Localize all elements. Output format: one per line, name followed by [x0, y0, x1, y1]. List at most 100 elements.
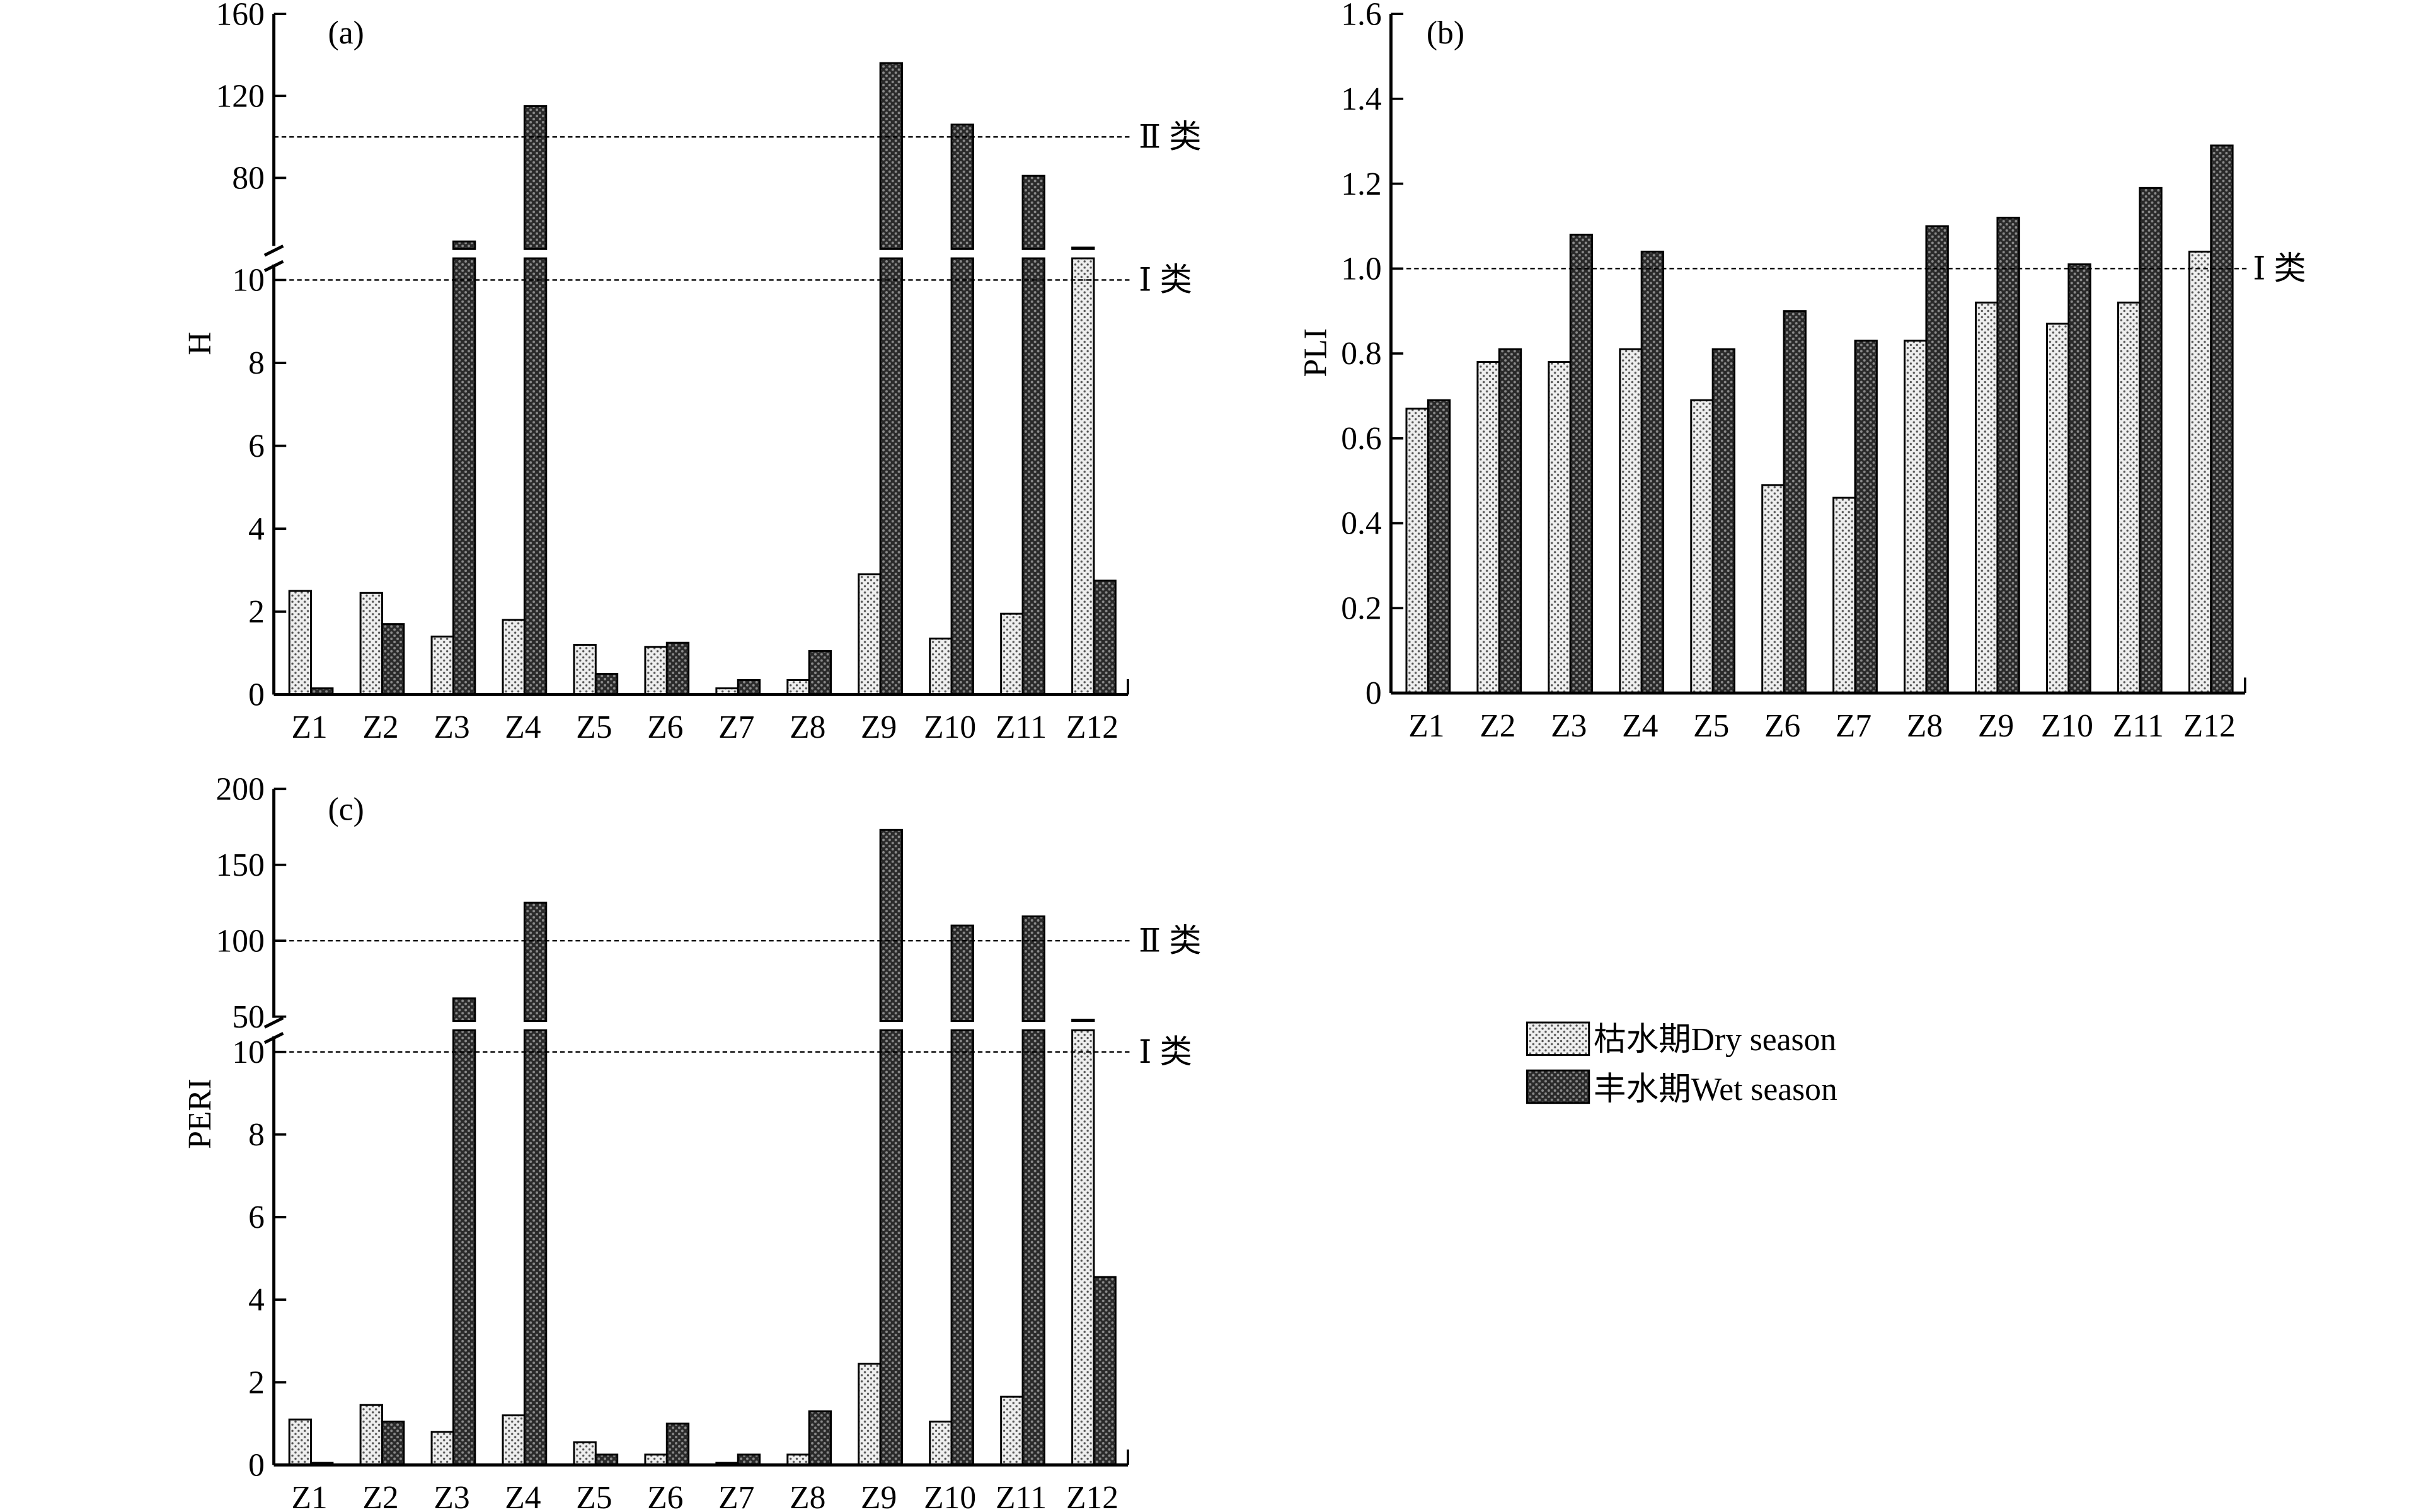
legend: 枯水期Dry season 丰水期Wet season: [1526, 1021, 1837, 1108]
bar-b-s0-Z10: [2046, 323, 2070, 694]
xtick-c-Z8: Z8: [790, 1480, 825, 1511]
xtick-b-Z1: Z1: [1408, 708, 1444, 744]
bar-b-s0-Z1: [1405, 408, 1429, 694]
bar-c-s1-Z12: [1093, 1276, 1117, 1466]
xtick-a-Z4: Z4: [505, 709, 541, 745]
ytick-a-6-label: 6: [248, 428, 265, 464]
xtick-b-Z12: Z12: [2183, 708, 2236, 744]
legend-wet-label: 丰水期Wet season: [1594, 1072, 1837, 1108]
xtick-a-Z5: Z5: [576, 709, 612, 745]
bar-b-s1-Z7: [1854, 340, 1878, 694]
bar-a-s1-Z6: [665, 641, 690, 696]
bar-a-s0-Z6: [644, 646, 668, 696]
bar-c-s1-Z4: [523, 1029, 548, 1466]
bar-c-s0-Z8: [786, 1453, 810, 1466]
bar-c-s0-Z5: [573, 1441, 597, 1466]
panel-label-b: (b): [1427, 15, 1464, 51]
bar-c-s1-Z6: [665, 1423, 690, 1466]
ytick-c-2-label: 2: [248, 1365, 265, 1400]
bar-b-s1-Z1: [1427, 399, 1451, 694]
bar-c-s0-Z3: [430, 1431, 454, 1466]
axis-break-mark-lower-c: [263, 1032, 284, 1045]
ytick-b-1.0-label: 1.0: [1341, 251, 1381, 287]
bar-a-s0-Z11: [1000, 612, 1024, 696]
bar-a-s1-Z4: [523, 257, 548, 696]
legend-wet-swatch: [1526, 1069, 1590, 1104]
bar-c-s1-Z10: [950, 1029, 974, 1466]
bar-c-s0-Z12: [1071, 1029, 1095, 1466]
ytick-b-0.2-label: 0.2: [1341, 590, 1381, 626]
ref-label-a-100: Ⅱ 类: [1139, 119, 1201, 155]
bar-c-s1-Z5: [594, 1453, 619, 1466]
xtick-b-Z8: Z8: [1907, 708, 1943, 744]
bar-upper-a-s1-Z9: [879, 62, 903, 250]
ytick-a-0-label: 0: [248, 677, 265, 713]
bar-b-s0-Z9: [1975, 301, 1999, 694]
xtick-c-Z6: Z6: [647, 1480, 683, 1511]
xtick-b-Z4: Z4: [1622, 708, 1658, 744]
bar-b-s1-Z4: [1640, 250, 1665, 694]
bar-c-s1-Z8: [808, 1410, 832, 1466]
ytick-c-100-label: 100: [216, 923, 265, 959]
bar-b-s0-Z12: [2188, 250, 2212, 694]
y-axis-label-b: PLI: [1297, 328, 1333, 377]
axis-break-mark-upper-c: [263, 1016, 284, 1029]
xtick-b-Z10: Z10: [2041, 708, 2093, 744]
ytick-a-8-label: 8: [248, 345, 265, 381]
bar-c-s0-Z1: [288, 1418, 313, 1466]
bar-b-s1-Z10: [2067, 263, 2091, 694]
bar-upper-c-s1-Z11: [1021, 915, 1045, 1022]
xtick-a-Z7: Z7: [718, 709, 754, 745]
bar-b-s1-Z8: [1925, 225, 1949, 694]
xtick-c-Z2: Z2: [362, 1480, 398, 1511]
bar-c-s1-Z7: [737, 1453, 761, 1466]
bar-a-s1-Z3: [452, 257, 476, 696]
panel-label-c: (c): [328, 791, 364, 827]
bar-upper-c-s1-Z10: [950, 924, 974, 1022]
bar-a-s0-Z9: [858, 573, 882, 696]
bar-a-s0-Z4: [502, 619, 526, 696]
bar-upper-c-s1-Z9: [879, 828, 903, 1022]
bar-b-s1-Z3: [1569, 233, 1594, 694]
ref-label-b-1: Ⅰ 类: [2253, 251, 2306, 287]
ytick-a-160-label: 160: [216, 0, 265, 32]
ytick-a-4-label: 4: [248, 511, 265, 547]
ytick-b-1.6-label: 1.6: [1341, 0, 1381, 32]
bar-a-s1-Z2: [381, 623, 405, 696]
xtick-c-Z9: Z9: [861, 1480, 897, 1511]
ytick-b-0-label: 0: [1365, 675, 1382, 711]
xtick-b-Z2: Z2: [1480, 708, 1515, 744]
bar-b-s1-Z6: [1783, 310, 1807, 694]
bar-upper-c-s0-Z12: [1071, 1019, 1095, 1022]
bar-upper-a-s1-Z11: [1021, 175, 1045, 250]
xtick-b-Z9: Z9: [1978, 708, 2014, 744]
bar-b-s1-Z12: [2210, 144, 2234, 694]
bar-a-s1-Z11: [1021, 257, 1045, 696]
bar-a-s1-Z5: [594, 673, 619, 696]
bar-a-s0-Z1: [288, 590, 313, 696]
bar-c-s1-Z11: [1021, 1029, 1045, 1466]
ytick-c-0-label: 0: [248, 1447, 265, 1483]
panel-label-a: (a): [328, 15, 364, 51]
xtick-a-Z6: Z6: [647, 709, 683, 745]
xtick-a-Z1: Z1: [291, 709, 327, 745]
xtick-b-Z6: Z6: [1764, 708, 1800, 744]
bar-b-s0-Z7: [1832, 496, 1856, 694]
ytick-c-6-label: 6: [248, 1200, 265, 1235]
bar-a-s1-Z8: [808, 650, 832, 696]
bar-c-s0-Z11: [1000, 1395, 1024, 1466]
xtick-b-Z11: Z11: [2113, 708, 2164, 744]
ytick-b-0.8-label: 0.8: [1341, 336, 1381, 372]
ytick-c-10-label: 10: [232, 1034, 265, 1070]
ytick-b-0.4-label: 0.4: [1341, 506, 1381, 542]
bar-c-s0-Z4: [502, 1414, 526, 1466]
legend-dry-swatch: [1526, 1021, 1590, 1057]
bar-a-s0-Z12: [1071, 257, 1095, 696]
xtick-c-Z12: Z12: [1066, 1480, 1118, 1511]
bar-b-s0-Z6: [1761, 484, 1785, 694]
xtick-c-Z11: Z11: [996, 1480, 1047, 1511]
ytick-b-1.4-label: 1.4: [1341, 81, 1381, 117]
ytick-c-150-label: 150: [216, 847, 265, 883]
